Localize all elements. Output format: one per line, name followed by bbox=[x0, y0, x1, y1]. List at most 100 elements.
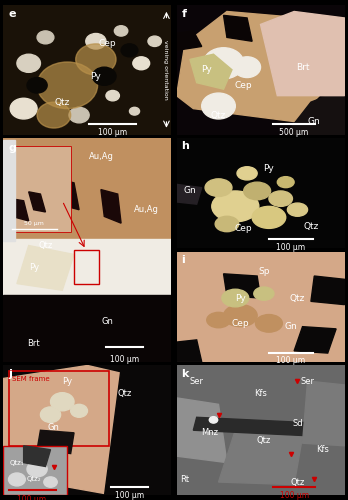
Polygon shape bbox=[223, 16, 252, 42]
Text: 100 μm: 100 μm bbox=[98, 128, 127, 137]
Polygon shape bbox=[3, 138, 172, 239]
Circle shape bbox=[252, 206, 286, 229]
Text: 50 μm: 50 μm bbox=[24, 220, 44, 226]
Circle shape bbox=[287, 203, 308, 216]
Text: Gn: Gn bbox=[48, 423, 60, 432]
Text: veining orientation: veining orientation bbox=[163, 40, 168, 100]
Circle shape bbox=[27, 462, 47, 477]
Polygon shape bbox=[3, 239, 172, 295]
Circle shape bbox=[234, 57, 261, 78]
Text: Sp: Sp bbox=[258, 267, 270, 276]
Text: Py: Py bbox=[235, 294, 246, 302]
Text: Qtz: Qtz bbox=[290, 294, 305, 302]
Polygon shape bbox=[101, 190, 121, 223]
Polygon shape bbox=[8, 194, 37, 228]
Text: Qtz₁: Qtz₁ bbox=[10, 460, 24, 466]
Circle shape bbox=[86, 34, 106, 49]
Polygon shape bbox=[17, 246, 74, 290]
Polygon shape bbox=[176, 366, 345, 495]
Polygon shape bbox=[286, 89, 345, 134]
Circle shape bbox=[212, 191, 259, 222]
Circle shape bbox=[37, 102, 71, 128]
Polygon shape bbox=[104, 366, 172, 495]
Text: Ser: Ser bbox=[190, 376, 204, 386]
Circle shape bbox=[223, 304, 257, 326]
Circle shape bbox=[114, 26, 128, 36]
Bar bbox=[3, 446, 67, 495]
Circle shape bbox=[207, 312, 230, 328]
Text: h: h bbox=[182, 142, 189, 152]
Text: 100 μm: 100 μm bbox=[110, 355, 139, 364]
Bar bbox=[7, 147, 71, 232]
Text: Qtz: Qtz bbox=[290, 478, 304, 486]
Circle shape bbox=[133, 57, 150, 70]
Text: Brt: Brt bbox=[296, 62, 309, 72]
Text: Gn: Gn bbox=[184, 186, 196, 196]
Polygon shape bbox=[223, 274, 261, 298]
Text: 100 μm: 100 μm bbox=[276, 242, 305, 252]
Circle shape bbox=[17, 54, 40, 72]
Polygon shape bbox=[3, 295, 172, 362]
Polygon shape bbox=[3, 366, 172, 495]
Circle shape bbox=[10, 98, 37, 119]
Text: 100 μm: 100 μm bbox=[17, 495, 47, 500]
Text: Qtz: Qtz bbox=[211, 110, 226, 120]
Text: Rt: Rt bbox=[180, 475, 189, 484]
Polygon shape bbox=[261, 12, 345, 96]
Polygon shape bbox=[294, 326, 336, 353]
Polygon shape bbox=[176, 252, 345, 362]
Polygon shape bbox=[176, 184, 202, 204]
Circle shape bbox=[255, 314, 282, 332]
Text: Kfs: Kfs bbox=[316, 445, 329, 454]
Text: Qtz: Qtz bbox=[257, 436, 271, 445]
Circle shape bbox=[203, 48, 244, 79]
Bar bbox=[74, 250, 99, 284]
Text: Qtz: Qtz bbox=[303, 222, 319, 230]
Text: Brt: Brt bbox=[27, 340, 40, 348]
Polygon shape bbox=[10, 198, 29, 221]
Circle shape bbox=[121, 44, 138, 57]
Text: Cep: Cep bbox=[99, 40, 117, 48]
Text: 100 μm: 100 μm bbox=[276, 356, 305, 366]
Text: Qtz: Qtz bbox=[38, 241, 53, 250]
Polygon shape bbox=[176, 340, 202, 362]
Text: 500 μm: 500 μm bbox=[279, 128, 309, 137]
Polygon shape bbox=[24, 446, 50, 466]
Polygon shape bbox=[311, 276, 345, 304]
Text: Ser: Ser bbox=[301, 376, 315, 386]
Text: 100 μm: 100 μm bbox=[115, 491, 144, 500]
Circle shape bbox=[202, 93, 235, 119]
Polygon shape bbox=[37, 430, 74, 454]
Text: Cep: Cep bbox=[231, 319, 249, 328]
Text: 100 μm: 100 μm bbox=[279, 491, 309, 500]
Text: Qtz: Qtz bbox=[55, 98, 70, 106]
Circle shape bbox=[37, 31, 54, 44]
Circle shape bbox=[222, 289, 249, 307]
Text: Mnz: Mnz bbox=[201, 428, 219, 438]
Text: Cep: Cep bbox=[235, 81, 253, 90]
Polygon shape bbox=[193, 418, 331, 436]
Polygon shape bbox=[57, 178, 79, 210]
Circle shape bbox=[93, 67, 116, 86]
Circle shape bbox=[8, 473, 25, 486]
Circle shape bbox=[209, 416, 218, 423]
Circle shape bbox=[129, 108, 140, 115]
Circle shape bbox=[69, 108, 89, 123]
Polygon shape bbox=[190, 54, 232, 89]
Circle shape bbox=[269, 191, 292, 206]
Circle shape bbox=[44, 477, 57, 487]
Text: k: k bbox=[182, 370, 189, 380]
Text: Py: Py bbox=[90, 72, 101, 80]
Text: Gn: Gn bbox=[102, 317, 113, 326]
Text: Au,Ag: Au,Ag bbox=[134, 205, 159, 214]
Circle shape bbox=[76, 44, 116, 75]
Polygon shape bbox=[302, 381, 345, 446]
Text: Py: Py bbox=[62, 376, 72, 386]
Polygon shape bbox=[176, 31, 202, 50]
Text: Py: Py bbox=[201, 66, 212, 74]
Circle shape bbox=[50, 392, 74, 411]
Text: Kfs: Kfs bbox=[254, 390, 267, 398]
Polygon shape bbox=[176, 12, 328, 122]
Text: Sd: Sd bbox=[292, 420, 303, 428]
Circle shape bbox=[205, 179, 232, 196]
